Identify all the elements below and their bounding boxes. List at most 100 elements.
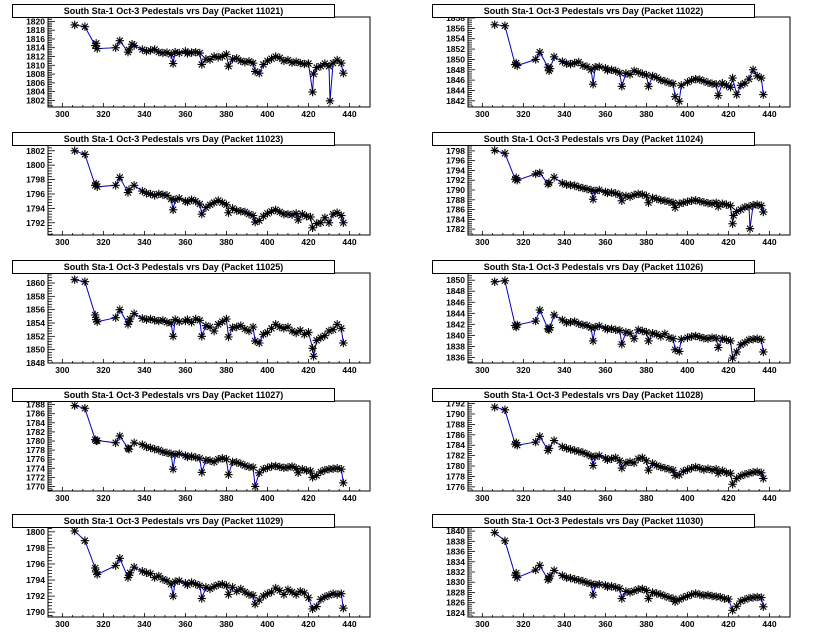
data-point-asterisk xyxy=(309,69,318,79)
data-point-asterisk xyxy=(545,571,555,581)
data-point-asterisk xyxy=(70,401,79,410)
x-tick-label: 360 xyxy=(178,619,192,629)
chart-title: South Sta-1 Oct-3 Pedestals vrs Day (Pac… xyxy=(12,260,335,274)
x-tick-label: 380 xyxy=(219,109,233,119)
x-tick-label: 440 xyxy=(342,109,356,119)
data-point-asterisk xyxy=(70,146,79,155)
data-point-asterisk xyxy=(607,188,616,197)
data-point-asterisk xyxy=(294,215,303,225)
data-point-asterisk xyxy=(224,332,233,342)
data-point-asterisk xyxy=(232,458,241,467)
y-tick-label: 1838 xyxy=(446,536,465,546)
x-tick-label: 380 xyxy=(639,493,653,503)
data-point-asterisk xyxy=(166,449,176,458)
data-point-asterisk xyxy=(675,347,684,356)
data-point-asterisk xyxy=(304,593,313,602)
data-point-asterisk xyxy=(80,150,90,159)
data-point-asterisk xyxy=(197,60,207,69)
data-point-asterisk xyxy=(308,87,317,97)
y-tick-label: 1786 xyxy=(446,430,465,440)
x-tick-label: 320 xyxy=(96,619,110,629)
y-tick-label: 1790 xyxy=(446,409,465,419)
x-tick-label: 420 xyxy=(721,619,735,629)
data-point-asterisk xyxy=(642,586,651,595)
y-tick-label: 1816 xyxy=(26,34,45,44)
data-point-asterisk xyxy=(714,91,723,100)
data-point-asterisk xyxy=(325,96,335,106)
data-point-asterisk xyxy=(621,458,631,468)
data-point-asterisk xyxy=(228,204,237,213)
y-tick-label: 1852 xyxy=(26,331,45,341)
data-point-asterisk xyxy=(339,68,348,78)
series-line xyxy=(494,24,764,103)
data-point-asterisk xyxy=(80,277,90,286)
data-point-asterisk xyxy=(259,60,268,69)
x-tick-label: 320 xyxy=(516,109,530,119)
data-point-asterisk xyxy=(588,80,598,89)
data-point-asterisk xyxy=(549,52,559,62)
y-tick-label: 1794 xyxy=(26,203,45,213)
y-tick-label: 1850 xyxy=(446,54,465,64)
x-tick-label: 300 xyxy=(55,237,69,247)
chart-title: South Sta-1 Oct-3 Pedestals vrs Day (Pac… xyxy=(12,4,335,18)
data-point-asterisk xyxy=(634,454,643,463)
x-tick-label: 360 xyxy=(178,493,192,503)
data-point-asterisk xyxy=(607,65,616,74)
data-point-asterisk xyxy=(711,333,721,343)
data-point-asterisk xyxy=(759,347,768,357)
data-point-asterisk xyxy=(728,480,737,489)
data-point-asterisk xyxy=(275,322,284,332)
data-point-asterisk xyxy=(726,83,735,92)
plot-frame xyxy=(467,144,791,236)
data-point-asterisk xyxy=(129,41,139,50)
y-tick-label: 1796 xyxy=(26,559,45,569)
y-tick-label: 1854 xyxy=(446,34,465,44)
data-point-asterisk xyxy=(615,190,624,200)
chart-canvas: 300 320 340 360 380 400 420 440 1848 1850 1852 1854… xyxy=(26,272,371,375)
data-point-asterisk xyxy=(80,404,90,413)
data-point-asterisk xyxy=(205,55,215,64)
data-point-asterisk xyxy=(255,338,264,348)
data-point-asterisk xyxy=(191,314,200,324)
data-point-asterisk xyxy=(316,333,325,342)
data-point-asterisk xyxy=(170,450,180,459)
data-point-asterisk xyxy=(617,196,627,205)
data-point-asterisk xyxy=(586,579,596,588)
y-tick-label: 1770 xyxy=(26,481,45,491)
series-line xyxy=(74,530,344,610)
plot-frame xyxy=(47,400,371,492)
data-point-asterisk xyxy=(513,441,522,450)
data-point-asterisk xyxy=(111,561,120,570)
chart-panel: South Sta-1 Oct-3 Pedestals vrs Day (Pac… xyxy=(420,384,840,511)
chart-title: South Sta-1 Oct-3 Pedestals vrs Day (Pac… xyxy=(432,4,755,18)
chart-panel: South Sta-1 Oct-3 Pedestals vrs Day (Pac… xyxy=(420,256,840,383)
y-tick-label: 1778 xyxy=(26,445,45,455)
y-tick-label: 1842 xyxy=(446,319,465,329)
x-tick-label: 420 xyxy=(301,237,315,247)
y-tick-label: 1776 xyxy=(26,454,45,464)
x-tick-label: 340 xyxy=(557,237,571,247)
data-point-asterisk xyxy=(248,211,258,220)
data-point-asterisk xyxy=(617,340,627,349)
data-point-asterisk xyxy=(586,65,596,74)
data-point-asterisk xyxy=(320,213,330,222)
data-point-asterisk xyxy=(660,329,670,338)
chart-panel: South Sta-1 Oct-3 Pedestals vrs Day (Pac… xyxy=(0,510,420,637)
y-tick-label: 1786 xyxy=(26,409,45,419)
data-point-asterisk xyxy=(248,58,258,68)
x-tick-label: 380 xyxy=(219,493,233,503)
x-tick-label: 380 xyxy=(219,237,233,247)
x-tick-label: 420 xyxy=(721,237,735,247)
data-point-asterisk xyxy=(175,48,184,58)
data-point-asterisk xyxy=(175,194,184,203)
data-point-asterisk xyxy=(549,566,559,575)
y-tick-label: 1826 xyxy=(446,598,465,608)
x-tick-label: 420 xyxy=(721,109,735,119)
x-tick-label: 300 xyxy=(55,365,69,375)
data-point-asterisk xyxy=(168,332,178,341)
x-tick-label: 440 xyxy=(342,365,356,375)
data-point-asterisk xyxy=(115,554,124,563)
x-tick-label: 340 xyxy=(557,109,571,119)
data-point-asterisk xyxy=(129,438,139,448)
data-point-asterisk xyxy=(724,594,733,604)
